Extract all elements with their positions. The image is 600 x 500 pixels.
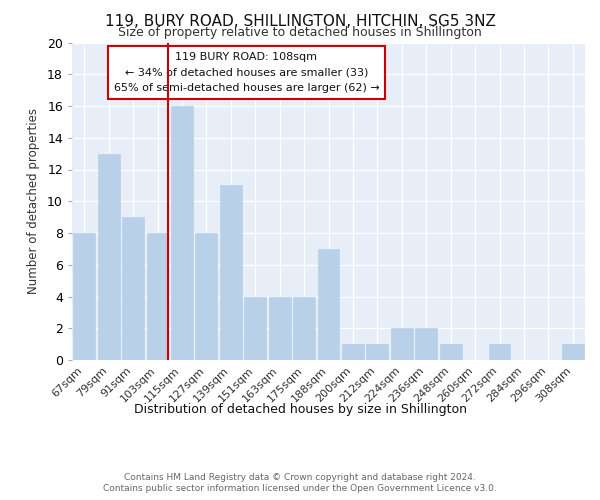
Bar: [171, 106, 193, 360]
Text: Contains HM Land Registry data © Crown copyright and database right 2024.: Contains HM Land Registry data © Crown c…: [124, 472, 476, 482]
Bar: [244, 296, 266, 360]
Bar: [367, 344, 388, 360]
Bar: [440, 344, 461, 360]
Y-axis label: Number of detached properties: Number of detached properties: [27, 108, 40, 294]
Bar: [342, 344, 364, 360]
Bar: [73, 233, 95, 360]
Bar: [293, 296, 315, 360]
Text: Distribution of detached houses by size in Shillington: Distribution of detached houses by size …: [133, 402, 467, 415]
Bar: [488, 344, 511, 360]
Bar: [220, 186, 242, 360]
Text: 119, BURY ROAD, SHILLINGTON, HITCHIN, SG5 3NZ: 119, BURY ROAD, SHILLINGTON, HITCHIN, SG…: [104, 14, 496, 29]
Bar: [317, 249, 340, 360]
Bar: [146, 233, 169, 360]
Bar: [269, 296, 290, 360]
Bar: [196, 233, 217, 360]
Bar: [415, 328, 437, 360]
Text: Contains public sector information licensed under the Open Government Licence v3: Contains public sector information licen…: [103, 484, 497, 493]
Bar: [562, 344, 584, 360]
Text: Size of property relative to detached houses in Shillington: Size of property relative to detached ho…: [118, 26, 482, 39]
Bar: [391, 328, 413, 360]
Bar: [98, 154, 119, 360]
Bar: [122, 217, 144, 360]
Text: 119 BURY ROAD: 108sqm
← 34% of detached houses are smaller (33)
65% of semi-deta: 119 BURY ROAD: 108sqm ← 34% of detached …: [113, 52, 379, 93]
